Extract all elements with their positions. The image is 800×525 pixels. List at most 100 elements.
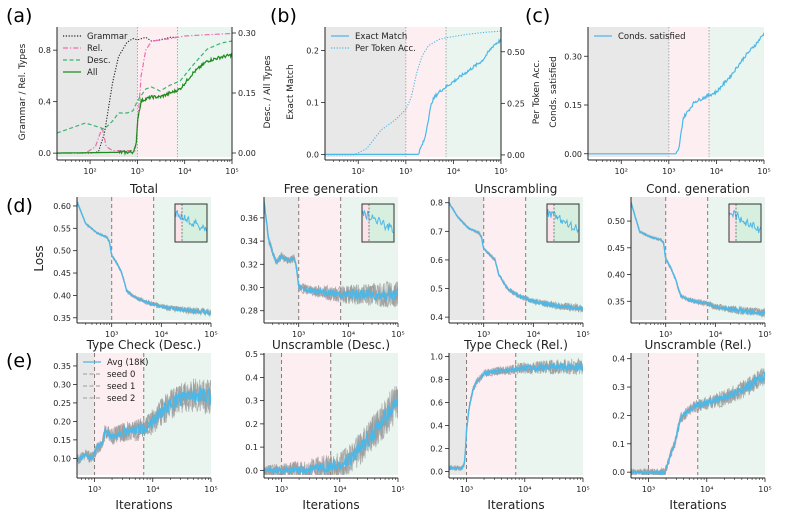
inset-frame (728, 203, 762, 243)
x-tick-label: 10⁵ (576, 330, 589, 339)
x-tick-label: 10⁴ (447, 167, 460, 176)
series-group (631, 202, 765, 319)
chart-e2: 10³ 10⁴ 10⁵ 0.0 0.1 0.2 0.3 0.4 0.5 Unscramble (D… (245, 338, 404, 512)
phase-region-3 (515, 353, 583, 475)
series-group (588, 32, 764, 155)
y-tick-label: 0.4 (430, 313, 443, 322)
y-tick-label: 0.8 (430, 375, 443, 384)
chart-title: Total (129, 182, 158, 196)
chart-title: Free generation (284, 182, 379, 196)
x-tick-label: 10⁵ (391, 330, 404, 339)
y-tick-label: 0.55 (53, 224, 71, 233)
y-tick-label: 0.2 (612, 411, 625, 420)
series-group (449, 357, 583, 472)
phase-region-2 (668, 27, 710, 157)
y-tick-label: 0.0 (612, 468, 625, 477)
y-tick-label: 0.50 (53, 247, 71, 256)
x-tick-label: 10⁴ (709, 330, 722, 339)
legend-entry: Conds. satisfied (618, 32, 686, 42)
phase-region-1 (449, 353, 467, 475)
chart-d4: 10³ 10⁴ 10⁵ 0.35 0.40 0.45 0.50 Cond. generatio… (607, 182, 772, 339)
chart-d2: 10³ 10⁴ 10⁵ 0.28 0.30 0.32 0.34 0.36 Free genera… (240, 182, 405, 339)
chart-title: Cond. generation (646, 182, 750, 196)
x-tick-label: 10⁵ (204, 485, 217, 494)
y-tick-label-right: 0.00 (238, 149, 256, 158)
y-tick-label: 0.32 (240, 260, 258, 269)
series-line-exact-match (325, 38, 501, 155)
legend-entry: All (87, 68, 98, 78)
series-line-avg (631, 372, 765, 475)
series-line-conds-satisfied (588, 32, 764, 155)
chart-title: Unscramble (Desc.) (272, 338, 390, 352)
y-tick-label: 0.45 (607, 244, 625, 253)
phase-region-1 (77, 353, 95, 475)
chart-c: 10² 10³ 10⁴ 10⁵ 0.00 0.15 0.30 Conds. satisfied… (549, 27, 771, 176)
y-tick-label: 0.0 (245, 466, 258, 475)
x-tick-label: 10³ (105, 330, 118, 339)
y-tick-label: 0.8 (430, 199, 443, 208)
x-tick-label: 10⁵ (757, 167, 770, 176)
phase-region-1 (588, 27, 669, 157)
seed-line (77, 378, 211, 464)
x-tick-label: 10² (352, 167, 365, 176)
y-axis-label: Grammar / Rel. Types (18, 43, 28, 140)
y-tick-label: 0.35 (53, 362, 71, 371)
inset-plot (546, 203, 580, 243)
series-group (57, 32, 232, 156)
inset-phase-2 (729, 204, 736, 242)
inset-frame (361, 203, 395, 243)
y-tick-label: 0.15 (53, 436, 71, 445)
y-tick-label: 0.35 (607, 297, 625, 306)
x-tick-label: 10³ (275, 485, 288, 494)
y-tick-label-right: 0.30 (238, 29, 256, 38)
inset-phase-2 (175, 204, 182, 242)
y-tick-label: 0.5 (245, 350, 258, 359)
y-tick-label: 0.50 (607, 217, 625, 226)
x-tick-label: 10⁴ (700, 485, 713, 494)
x-tick-label: 10⁴ (710, 167, 723, 176)
x-axis-label: Iterations (669, 498, 726, 512)
y-tick-label: 0.4 (38, 98, 51, 107)
y-tick-label: 0.00 (564, 150, 582, 159)
chart-title: Type Check (Desc.) (86, 338, 202, 352)
y-tick-label: 0.25 (53, 399, 71, 408)
series-line-avg (264, 201, 398, 301)
phase-region-1 (449, 197, 484, 320)
y-tick-label: 0.60 (53, 202, 71, 211)
series-line-all (57, 52, 232, 156)
chart-title: Unscrambling (475, 182, 558, 196)
inset-line (361, 209, 395, 233)
inset-line (174, 209, 208, 232)
y-tick-label-right: 0.15 (238, 89, 256, 98)
series-group (77, 200, 211, 318)
x-tick-label: 10³ (659, 330, 672, 339)
x-tick-label: 10⁴ (146, 485, 159, 494)
series-group (264, 197, 398, 308)
x-tick-label: 10⁴ (342, 330, 355, 339)
y-tick-label: 0.40 (53, 291, 71, 300)
series-line-avg-18k- (77, 386, 211, 463)
legend: Avg (18K) seed 0 seed 1 seed 2 (83, 358, 148, 404)
legend-entry: Desc. (87, 56, 111, 66)
series-line-avg (77, 201, 211, 316)
y-axis-label-right: Desc. / All Types (263, 55, 273, 128)
y-tick-label: 1.0 (430, 352, 443, 361)
x-axis-label: Iterations (302, 498, 359, 512)
legend-entry: Grammar (87, 32, 128, 42)
x-tick-label: 10⁵ (576, 485, 589, 494)
series-group (325, 30, 501, 156)
y-tick-label: 0.4 (245, 373, 258, 382)
y-axis-label: Exact Match (286, 64, 296, 119)
phase-region-2 (483, 197, 526, 320)
y-tick-label: 0.1 (245, 443, 258, 452)
series-group (631, 368, 765, 475)
x-tick-label: 10³ (662, 167, 675, 176)
legend-entry: Exact Match (355, 32, 407, 42)
phase-region-2 (137, 27, 178, 157)
series-line-desc- (57, 40, 232, 134)
y-tick-label: 0.36 (240, 214, 258, 223)
inset-line (728, 210, 762, 234)
inset-phase-3 (736, 204, 761, 242)
phase-region-3 (446, 27, 501, 157)
